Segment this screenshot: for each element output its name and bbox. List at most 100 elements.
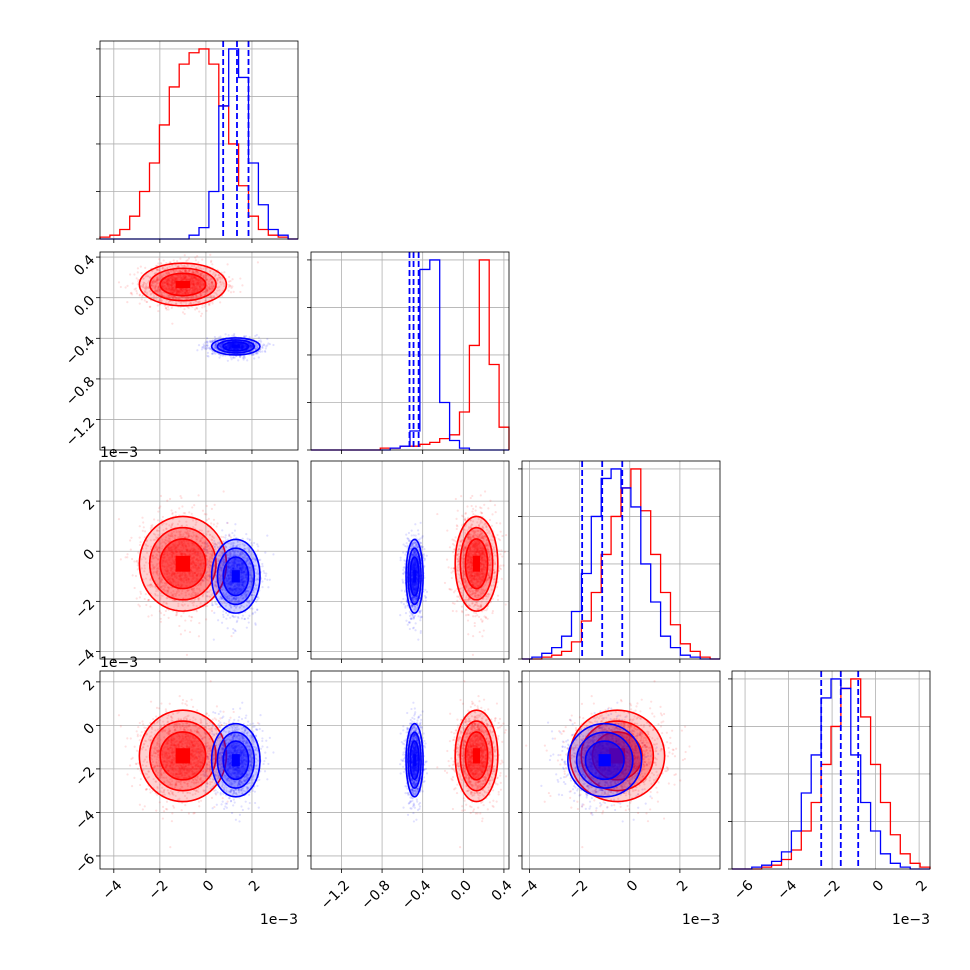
sample-point-red <box>182 277 186 280</box>
sample-point-red <box>213 503 216 506</box>
sample-point-red <box>147 281 150 284</box>
sample-point-red <box>197 295 200 298</box>
sample-point-red <box>195 278 198 281</box>
sample-point-blue <box>219 346 222 349</box>
sample-point-red <box>178 289 182 292</box>
sample-point-blue <box>219 345 222 349</box>
sample-point-red <box>151 526 154 529</box>
sample-point-red <box>193 276 197 279</box>
sample-point-red <box>166 590 170 593</box>
sample-point-blue <box>232 347 235 350</box>
sample-point-red <box>165 278 168 282</box>
sample-point-red <box>133 273 136 276</box>
sample-point-red <box>191 275 194 279</box>
sample-point-blue <box>224 345 228 348</box>
sample-point-red <box>180 572 183 575</box>
sample-point-red <box>196 279 199 282</box>
sample-point-red <box>167 280 170 283</box>
sample-point-blue <box>233 347 236 350</box>
sample-point-red <box>178 542 181 546</box>
sample-point-red <box>139 592 143 595</box>
sample-point-blue <box>242 345 245 348</box>
sample-point-red <box>133 288 136 291</box>
sample-point-red <box>169 288 172 292</box>
sample-point-red <box>193 289 196 292</box>
sample-point-red <box>198 285 201 288</box>
sample-point-blue <box>218 356 221 359</box>
sample-point-red <box>225 545 228 549</box>
sample-point-red <box>202 267 205 270</box>
sample-point-red <box>172 276 175 279</box>
sample-point-red <box>166 282 169 286</box>
sample-point-blue <box>250 344 253 347</box>
sample-point-red <box>167 278 170 282</box>
sample-point-red <box>226 263 229 266</box>
sample-point-red <box>223 271 226 274</box>
sample-point-red <box>193 275 196 278</box>
sample-point-red <box>210 561 213 564</box>
sample-point-red <box>154 285 157 288</box>
sample-point-blue <box>254 352 257 355</box>
sample-point-red <box>170 288 174 291</box>
sample-point-red <box>189 277 193 280</box>
sample-point-blue <box>232 342 236 345</box>
sample-point-red <box>159 261 163 265</box>
sample-point-blue <box>254 611 257 614</box>
sample-point-red <box>181 505 184 508</box>
sample-point-red <box>193 287 196 290</box>
sample-point-blue <box>228 347 231 350</box>
sample-point-blue <box>241 344 244 347</box>
sample-point-blue <box>241 345 244 349</box>
sample-point-red <box>197 281 200 284</box>
sample-point-blue <box>240 345 243 348</box>
sample-point-red <box>184 288 187 291</box>
sample-point-red <box>170 284 173 287</box>
sample-point-red <box>153 272 156 275</box>
sample-point-blue <box>240 344 243 347</box>
sample-point-red <box>136 564 139 567</box>
sample-point-blue <box>206 354 209 357</box>
sample-point-red <box>155 264 158 267</box>
sample-point-red <box>180 277 183 280</box>
sample-point-blue <box>242 343 245 347</box>
sample-point-red <box>158 258 161 261</box>
sample-point-red <box>171 279 174 282</box>
sample-point-red <box>173 276 176 279</box>
sample-point-red <box>201 306 204 309</box>
sample-point-blue <box>221 529 224 532</box>
sample-point-blue <box>239 345 242 348</box>
sample-point-red <box>193 504 196 507</box>
sample-point-red <box>199 267 202 270</box>
sample-point-red <box>174 296 178 299</box>
sample-point-red <box>160 299 163 302</box>
sample-point-red <box>208 283 211 286</box>
sample-point-blue <box>213 347 216 350</box>
sample-point-red <box>169 288 172 291</box>
sample-point-blue <box>231 343 234 346</box>
sample-point-red <box>179 289 182 292</box>
sample-point-red <box>167 272 171 275</box>
sample-point-blue <box>204 344 207 347</box>
sample-point-red <box>192 280 195 284</box>
sample-point-red <box>162 280 166 284</box>
sample-point-red <box>166 270 169 273</box>
sample-point-blue <box>242 347 245 350</box>
sample-point-blue <box>227 343 231 346</box>
sample-point-blue <box>225 345 228 348</box>
sample-point-red <box>142 283 145 286</box>
sample-point-red <box>171 296 174 300</box>
sample-point-red <box>170 281 173 284</box>
sample-point-red <box>161 285 164 288</box>
sample-point-blue <box>228 344 231 347</box>
sample-point-red <box>184 275 187 278</box>
sample-point-red <box>164 301 167 304</box>
sample-point-red <box>151 279 155 283</box>
sample-point-red <box>168 497 172 501</box>
sample-point-red <box>173 281 177 285</box>
sample-point-blue <box>226 627 229 630</box>
sample-point-red <box>169 535 172 538</box>
sample-point-blue <box>229 347 232 350</box>
sample-point-red <box>212 285 215 288</box>
sample-point-red <box>222 490 225 493</box>
sample-point-red <box>182 278 185 281</box>
